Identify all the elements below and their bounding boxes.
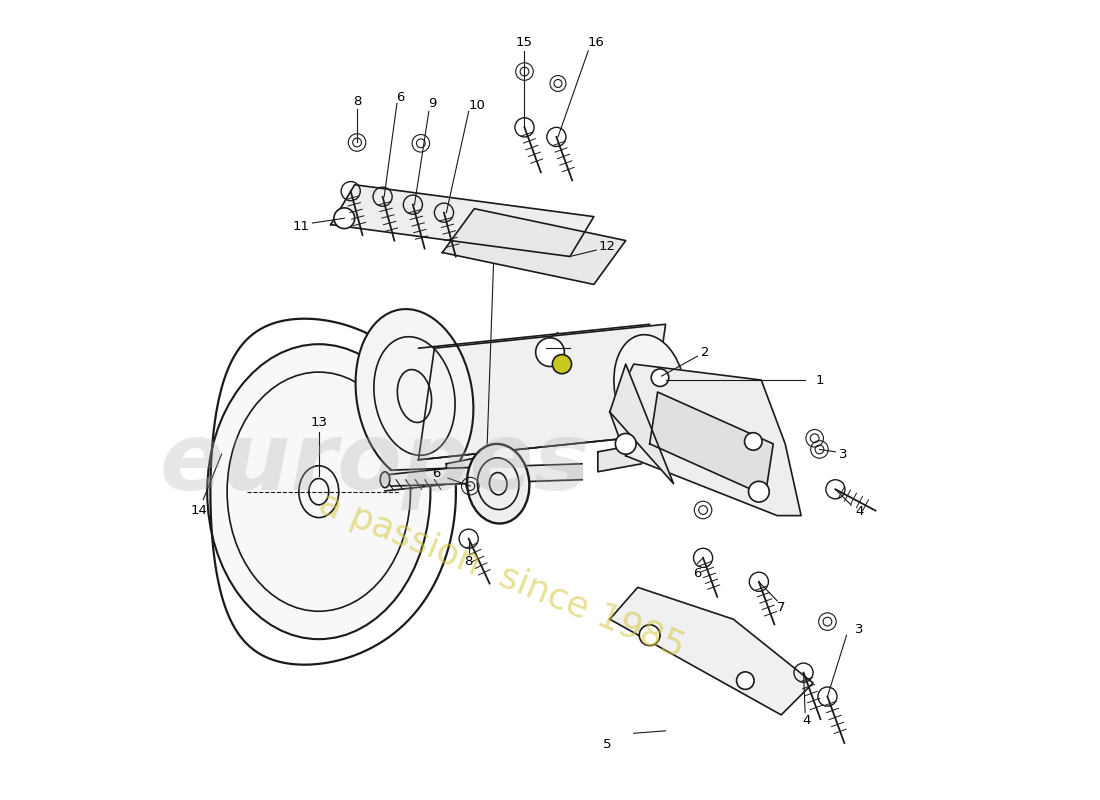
Text: 5: 5: [603, 738, 612, 751]
Text: 4: 4: [855, 505, 864, 518]
Ellipse shape: [207, 344, 430, 639]
Circle shape: [737, 672, 755, 690]
Polygon shape: [418, 324, 666, 460]
Ellipse shape: [381, 472, 389, 488]
Text: 4: 4: [803, 714, 811, 727]
Ellipse shape: [468, 444, 529, 523]
Text: 16: 16: [587, 36, 605, 50]
Text: 13: 13: [310, 416, 328, 429]
Text: 2: 2: [701, 346, 710, 358]
Text: 10: 10: [469, 98, 485, 111]
Polygon shape: [442, 209, 626, 285]
Circle shape: [536, 338, 564, 366]
Circle shape: [615, 434, 636, 454]
Text: 8: 8: [464, 554, 473, 567]
Polygon shape: [447, 456, 486, 484]
Circle shape: [651, 369, 669, 386]
Ellipse shape: [614, 334, 685, 442]
Text: 6: 6: [432, 467, 441, 480]
Polygon shape: [650, 392, 773, 496]
Circle shape: [745, 433, 762, 450]
Circle shape: [639, 625, 660, 646]
Text: 8: 8: [353, 94, 361, 107]
Text: 11: 11: [293, 220, 310, 233]
Circle shape: [552, 354, 572, 374]
Polygon shape: [609, 587, 813, 715]
Text: 6: 6: [693, 567, 702, 580]
Polygon shape: [331, 185, 594, 257]
Text: 3: 3: [839, 448, 848, 461]
Polygon shape: [609, 364, 673, 484]
Polygon shape: [609, 364, 801, 515]
Text: 12: 12: [598, 241, 616, 254]
Circle shape: [748, 482, 769, 502]
Text: 3: 3: [855, 623, 864, 636]
Polygon shape: [597, 444, 641, 472]
Circle shape: [334, 208, 354, 229]
Text: 9: 9: [428, 97, 437, 110]
Text: 6: 6: [396, 90, 405, 103]
Text: 15: 15: [516, 36, 534, 50]
Text: europes: europes: [160, 418, 590, 510]
Text: a passion  since 1985: a passion since 1985: [315, 486, 690, 665]
Text: 14: 14: [190, 503, 208, 517]
Text: 7: 7: [777, 601, 785, 614]
Text: 1: 1: [815, 374, 824, 386]
Ellipse shape: [355, 309, 473, 483]
